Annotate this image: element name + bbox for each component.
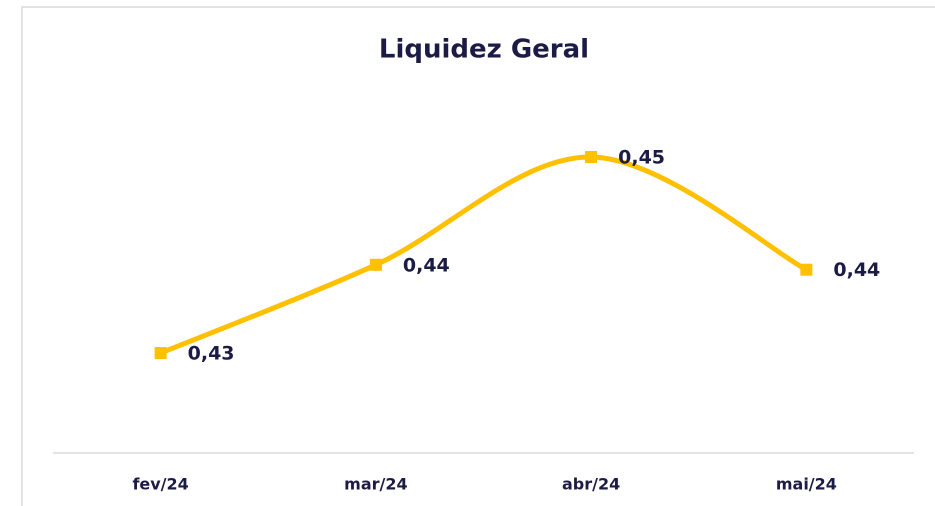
chart-title: Liquidez Geral: [379, 35, 589, 65]
marker: [369, 258, 382, 271]
x-tick-label: fev/24: [132, 475, 188, 494]
marker: [154, 347, 167, 359]
x-tick-label: mai/24: [776, 475, 837, 494]
data-label: 0,43: [188, 343, 235, 365]
marker: [585, 151, 598, 163]
x-tick-label: mar/24: [344, 475, 407, 494]
marker: [800, 263, 813, 276]
data-label: 0,44: [833, 259, 880, 281]
x-tick-label: abr/24: [562, 475, 620, 494]
line: [158, 154, 809, 356]
frame: [21, 6, 935, 506]
data-label: 0,44: [403, 254, 450, 276]
data-label: 0,45: [618, 147, 665, 169]
